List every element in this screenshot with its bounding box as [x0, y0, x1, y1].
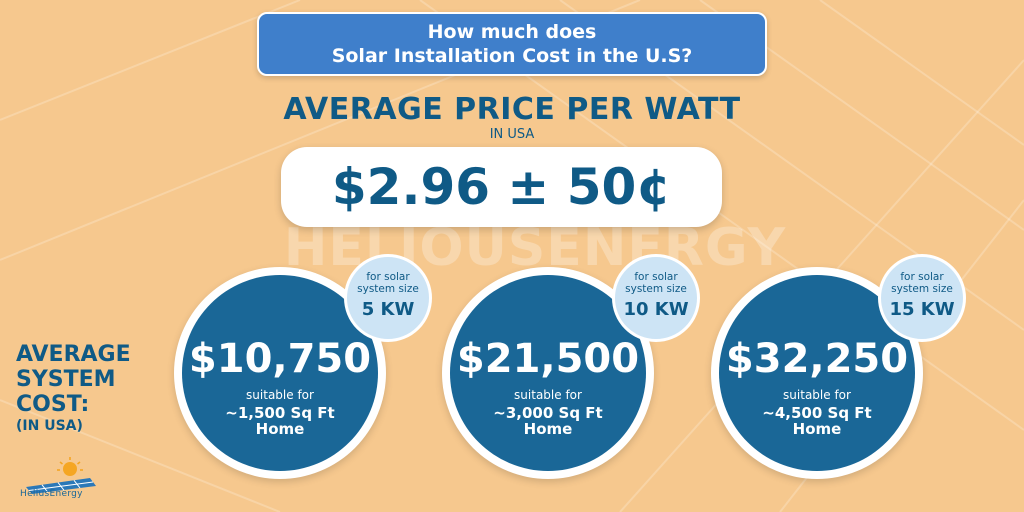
suitable-for-label: suitable for: [246, 388, 314, 402]
home-size-line-2: Home: [255, 420, 305, 438]
badge-size: 15 KW: [889, 299, 955, 320]
badge-size: 10 KW: [623, 299, 689, 320]
badge-caption-line-2: system size: [891, 283, 953, 295]
side-label-line-1: AVERAGE: [16, 342, 131, 367]
badge-caption-line-1: for solar: [900, 271, 944, 283]
cost-amount: $10,750: [188, 336, 372, 382]
badge-caption-line-2: system size: [357, 283, 419, 295]
headline-title: AVERAGE PRICE PER WATT: [283, 92, 741, 127]
system-size-badge-5kw: for solar system size 5 KW: [344, 254, 432, 342]
cost-circle-10kw: $21,500 suitable for ~3,000 Sq Ft Home: [442, 267, 654, 479]
brand-logo-text: HeliusEnergy: [20, 489, 83, 499]
cost-amount: $32,250: [725, 336, 909, 382]
cost-circle-inner: $21,500 suitable for ~3,000 Sq Ft Home: [450, 275, 646, 471]
home-size: ~4,500 Sq Ft Home: [719, 405, 915, 437]
home-size-line-1: ~3,000 Sq Ft: [493, 404, 603, 422]
side-label-line-3: COST:: [16, 392, 90, 417]
badge-caption: for solar system size: [881, 271, 963, 295]
side-label-line-4: (IN USA): [16, 418, 83, 434]
title-line-1: How much does: [427, 21, 597, 43]
suitable-for-label: suitable for: [514, 388, 582, 402]
home-size: ~1,500 Sq Ft Home: [182, 405, 378, 437]
average-system-cost-label: AVERAGE SYSTEM COST: (IN USA): [16, 342, 156, 435]
home-size-line-2: Home: [523, 420, 573, 438]
system-size-badge-10kw: for solar system size 10 KW: [612, 254, 700, 342]
cost-amount: $21,500: [456, 336, 640, 382]
home-size: ~3,000 Sq Ft Home: [450, 405, 646, 437]
price-per-watt: $2.96 ± 50¢: [281, 147, 722, 227]
home-size-line-1: ~4,500 Sq Ft: [762, 404, 872, 422]
suitable-for-label: suitable for: [783, 388, 851, 402]
system-size-badge-15kw: for solar system size 15 KW: [878, 254, 966, 342]
sun-icon: [57, 457, 83, 476]
badge-caption: for solar system size: [347, 271, 429, 295]
badge-caption-line-1: for solar: [366, 271, 410, 283]
home-size-line-2: Home: [792, 420, 842, 438]
solar-panel-sun-icon: [26, 457, 96, 494]
side-label-line-2: SYSTEM: [16, 367, 116, 392]
panel-icon: [26, 478, 96, 494]
headline-subtitle: IN USA: [489, 127, 535, 142]
title-banner: How much does Solar Installation Cost in…: [257, 12, 767, 76]
home-size-line-1: ~1,500 Sq Ft: [225, 404, 335, 422]
badge-size: 5 KW: [361, 299, 415, 320]
title-line-2: Solar Installation Cost in the U.S?: [331, 45, 693, 67]
badge-caption-line-1: for solar: [634, 271, 678, 283]
badge-caption-line-2: system size: [625, 283, 687, 295]
badge-caption: for solar system size: [615, 271, 697, 295]
price-value: $2.96 ± 50¢: [331, 158, 672, 216]
